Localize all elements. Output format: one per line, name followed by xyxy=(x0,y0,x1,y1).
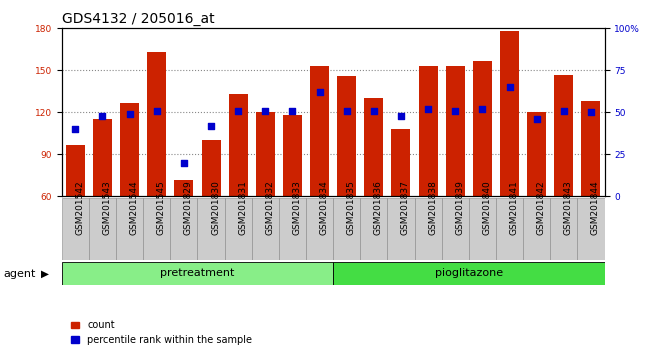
Text: GSM201832: GSM201832 xyxy=(265,180,274,235)
Bar xyxy=(419,66,437,196)
Text: GSM201542: GSM201542 xyxy=(75,180,84,235)
Bar xyxy=(170,198,198,260)
Text: GSM201545: GSM201545 xyxy=(157,180,166,235)
Text: GSM201837: GSM201837 xyxy=(401,180,410,235)
Bar xyxy=(66,145,84,196)
Bar xyxy=(387,198,415,260)
Text: agent: agent xyxy=(3,269,36,279)
Point xyxy=(206,123,216,129)
Bar xyxy=(256,113,275,196)
Bar xyxy=(62,262,333,285)
Bar xyxy=(496,198,523,260)
Bar xyxy=(120,103,139,196)
Bar xyxy=(523,198,551,260)
Bar xyxy=(469,198,496,260)
Text: pretreatment: pretreatment xyxy=(161,268,235,279)
Bar xyxy=(442,198,469,260)
Bar xyxy=(577,198,605,260)
Bar xyxy=(202,141,220,196)
Bar xyxy=(360,198,387,260)
Point xyxy=(151,108,162,114)
Text: GSM201830: GSM201830 xyxy=(211,180,220,235)
Bar xyxy=(229,94,248,196)
Point xyxy=(423,106,434,112)
Bar xyxy=(283,115,302,196)
Bar xyxy=(306,198,333,260)
Bar xyxy=(391,129,410,196)
Text: GSM201838: GSM201838 xyxy=(428,180,437,235)
Text: GSM201833: GSM201833 xyxy=(292,180,302,235)
Point xyxy=(504,84,515,90)
Point xyxy=(98,113,108,119)
Text: GSM201829: GSM201829 xyxy=(184,180,193,235)
Bar xyxy=(62,198,89,260)
Bar xyxy=(333,198,360,260)
Point xyxy=(396,113,406,119)
Bar xyxy=(310,66,329,196)
Bar xyxy=(415,198,442,260)
Text: GSM201842: GSM201842 xyxy=(537,180,545,235)
Bar xyxy=(279,198,306,260)
Point xyxy=(477,106,488,112)
Point xyxy=(287,108,298,114)
Bar xyxy=(500,31,519,196)
Bar xyxy=(174,180,193,196)
Text: GSM201836: GSM201836 xyxy=(374,180,383,235)
Bar xyxy=(143,198,170,260)
Text: GSM201831: GSM201831 xyxy=(238,180,247,235)
Text: GSM201843: GSM201843 xyxy=(564,180,573,235)
Text: GSM201839: GSM201839 xyxy=(455,180,464,235)
Bar xyxy=(473,61,492,196)
Point xyxy=(586,110,596,115)
Point xyxy=(124,111,135,117)
Bar xyxy=(582,101,601,196)
Point xyxy=(315,89,325,95)
Bar xyxy=(148,52,166,196)
Point xyxy=(260,108,270,114)
Bar xyxy=(527,113,546,196)
Bar xyxy=(89,198,116,260)
Text: GSM201834: GSM201834 xyxy=(320,180,328,235)
Bar xyxy=(365,98,384,196)
Point xyxy=(450,108,460,114)
Bar xyxy=(337,76,356,196)
Point xyxy=(70,126,81,132)
Bar xyxy=(550,198,577,260)
Bar xyxy=(198,198,225,260)
Text: GSM201840: GSM201840 xyxy=(482,180,491,235)
Point xyxy=(179,160,189,166)
Bar xyxy=(554,75,573,196)
Point xyxy=(558,108,569,114)
Bar xyxy=(225,198,252,260)
Text: pioglitazone: pioglitazone xyxy=(435,268,503,279)
Legend: count, percentile rank within the sample: count, percentile rank within the sample xyxy=(66,316,256,349)
Point xyxy=(532,116,542,122)
Text: GSM201544: GSM201544 xyxy=(129,180,138,235)
Bar xyxy=(116,198,143,260)
Text: GSM201835: GSM201835 xyxy=(346,180,356,235)
Bar xyxy=(446,66,465,196)
Point xyxy=(369,108,379,114)
Bar xyxy=(93,119,112,196)
Bar xyxy=(252,198,279,260)
Bar xyxy=(333,262,604,285)
Text: GSM201844: GSM201844 xyxy=(591,180,600,235)
Point xyxy=(341,108,352,114)
Point xyxy=(233,108,243,114)
Text: GSM201841: GSM201841 xyxy=(510,180,519,235)
Text: ▶: ▶ xyxy=(41,269,49,279)
Text: GSM201543: GSM201543 xyxy=(103,180,111,235)
Text: GDS4132 / 205016_at: GDS4132 / 205016_at xyxy=(62,12,214,27)
